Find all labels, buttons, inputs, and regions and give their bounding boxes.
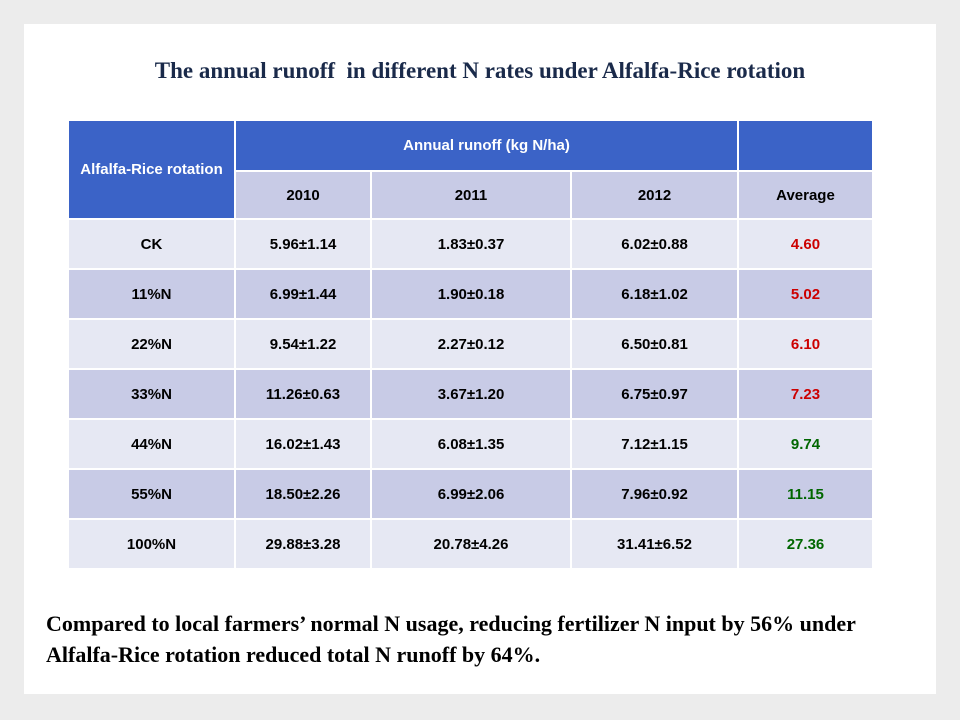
cell-2012: 6.75±0.97 xyxy=(570,368,739,420)
group-header: Annual runoff (kg N/ha) xyxy=(234,119,739,172)
cell-average: 4.60 xyxy=(737,218,874,270)
cell-average: 5.02 xyxy=(737,268,874,320)
row-label: CK xyxy=(67,218,236,270)
cell-2011: 6.99±2.06 xyxy=(370,468,572,520)
cell-2011: 2.27±0.12 xyxy=(370,318,572,370)
cell-2011: 6.08±1.35 xyxy=(370,418,572,470)
frame-border-left xyxy=(0,0,24,720)
year-header-row: 2010 2011 2012 Average xyxy=(68,170,874,220)
frame-border-top xyxy=(0,0,960,24)
cell-2010: 6.99±1.44 xyxy=(234,268,372,320)
table-row: CK 5.96±1.14 1.83±0.37 6.02±0.88 4.60 xyxy=(67,218,874,270)
row-label: 33%N xyxy=(67,368,236,420)
cell-2012: 6.50±0.81 xyxy=(570,318,739,370)
cell-average: 27.36 xyxy=(737,518,874,570)
table-row: 11%N 6.99±1.44 1.90±0.18 6.18±1.02 5.02 xyxy=(67,268,874,320)
column-header-2010: 2010 xyxy=(234,170,372,220)
table-row: 44%N 16.02±1.43 6.08±1.35 7.12±1.15 9.74 xyxy=(67,418,874,470)
summary-note: Compared to local farmers’ normal N usag… xyxy=(46,611,856,667)
row-label: 22%N xyxy=(67,318,236,370)
blank-header-cell xyxy=(737,119,874,172)
column-header-2011: 2011 xyxy=(370,170,572,220)
cell-2010: 29.88±3.28 xyxy=(234,518,372,570)
cell-2011: 20.78±4.26 xyxy=(370,518,572,570)
cell-average: 9.74 xyxy=(737,418,874,470)
cell-2012: 7.96±0.92 xyxy=(570,468,739,520)
cell-average: 7.23 xyxy=(737,368,874,420)
cell-2010: 5.96±1.14 xyxy=(234,218,372,270)
table-row: 33%N 11.26±0.63 3.67±1.20 6.75±0.97 7.23 xyxy=(67,368,874,420)
frame-border-bottom xyxy=(0,694,960,720)
column-header-2012: 2012 xyxy=(570,170,739,220)
row-label: 44%N xyxy=(67,418,236,470)
table-header-row: Alfalfa-Rice rotation Annual runoff (kg … xyxy=(67,119,874,220)
table-row: 55%N 18.50±2.26 6.99±2.06 7.96±0.92 11.1… xyxy=(67,468,874,520)
slide-title: The annual runoff in different N rates u… xyxy=(154,58,806,83)
frame-border-right xyxy=(936,0,960,720)
cell-2012: 7.12±1.15 xyxy=(570,418,739,470)
cell-2011: 3.67±1.20 xyxy=(370,368,572,420)
cell-average: 11.15 xyxy=(737,468,874,520)
cell-2012: 6.18±1.02 xyxy=(570,268,739,320)
cell-2010: 16.02±1.43 xyxy=(234,418,372,470)
row-label: 55%N xyxy=(67,468,236,520)
row-label: 11%N xyxy=(67,268,236,320)
cell-average: 6.10 xyxy=(737,318,874,370)
corner-header: Alfalfa-Rice rotation xyxy=(67,119,236,220)
table-row: 22%N 9.54±1.22 2.27±0.12 6.50±0.81 6.10 xyxy=(67,318,874,370)
cell-2010: 18.50±2.26 xyxy=(234,468,372,520)
cell-2012: 6.02±0.88 xyxy=(570,218,739,270)
column-header-average: Average xyxy=(737,170,874,220)
cell-2011: 1.83±0.37 xyxy=(370,218,572,270)
row-label: 100%N xyxy=(67,518,236,570)
runoff-table: Alfalfa-Rice rotation Annual runoff (kg … xyxy=(67,119,874,570)
cell-2010: 9.54±1.22 xyxy=(234,318,372,370)
cell-2010: 11.26±0.63 xyxy=(234,368,372,420)
cell-2011: 1.90±0.18 xyxy=(370,268,572,320)
table-row: 100%N 29.88±3.28 20.78±4.26 31.41±6.52 2… xyxy=(67,518,874,570)
cell-2012: 31.41±6.52 xyxy=(570,518,739,570)
